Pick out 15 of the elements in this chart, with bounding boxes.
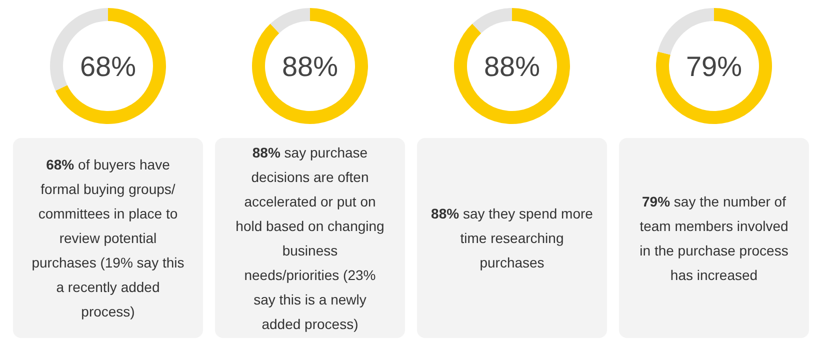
text: 88% say purchase decisions are often accelerated or put on hold based on changing business needs/priorities (23% say this is a newly added process) [236, 144, 384, 332]
donut-slice [252, 8, 368, 124]
data-label: 88% [484, 51, 540, 82]
donut-slice [472, 8, 512, 34]
donut-slice [658, 8, 714, 55]
text: 79% say the number of team members involved in the purchase process has increased [640, 193, 788, 283]
donut-slice [56, 8, 166, 124]
donut-slice [656, 8, 772, 124]
data-label: 79% [686, 51, 742, 82]
data-label: 88% [282, 51, 338, 82]
text: 88% say they spend more time researching purchases [431, 206, 594, 270]
donut-slice [270, 8, 310, 34]
data-label: 68% [80, 51, 136, 82]
donut-slice [454, 8, 570, 124]
text: 68% of buyers have formal buying groups/ committees in place to review potential purchases (19% say this a recently added process) [32, 156, 184, 320]
